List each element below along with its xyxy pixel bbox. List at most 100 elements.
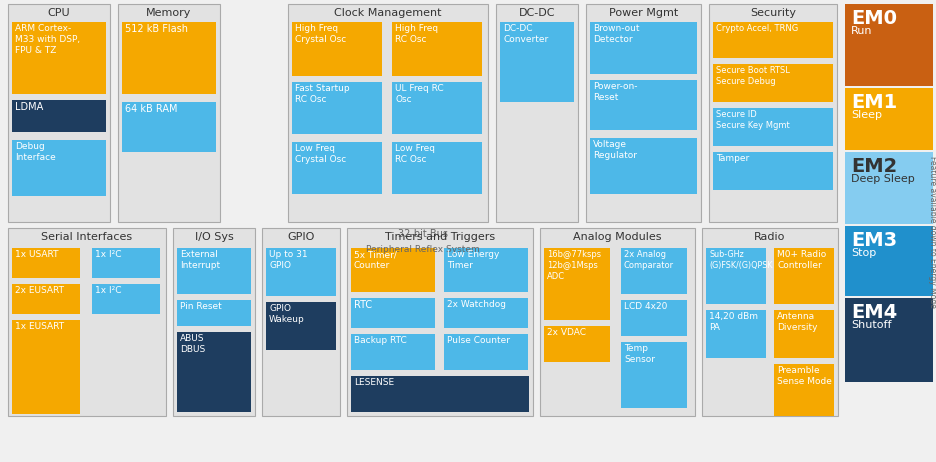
Bar (8, 4, 110, 222)
Bar (702, 228, 838, 416)
Text: Voltage
Regulator: Voltage Regulator (593, 140, 637, 160)
Bar (496, 4, 578, 222)
Text: Stop: Stop (851, 248, 876, 258)
Text: 2x EUSART: 2x EUSART (15, 286, 64, 295)
Bar (709, 4, 837, 222)
Bar (392, 22, 482, 76)
Text: Peripheral Reflex System: Peripheral Reflex System (366, 245, 480, 255)
Text: LCD 4x20: LCD 4x20 (624, 302, 667, 311)
Bar (122, 22, 216, 94)
Bar (292, 82, 382, 134)
Bar (288, 4, 488, 222)
Bar (122, 102, 216, 152)
Bar (351, 334, 435, 370)
Text: DC-DC: DC-DC (519, 8, 555, 18)
Text: Brown-out
Detector: Brown-out Detector (593, 24, 639, 44)
Text: Clock Management: Clock Management (334, 8, 442, 18)
Polygon shape (820, 243, 838, 257)
Bar (12, 100, 106, 132)
Bar (351, 248, 435, 292)
Bar (12, 140, 106, 196)
Bar (845, 226, 933, 296)
Text: 1x EUSART: 1x EUSART (15, 322, 65, 331)
Text: Antenna
Diversity: Antenna Diversity (777, 312, 817, 332)
Text: EM0: EM0 (851, 9, 897, 28)
Bar (292, 142, 382, 194)
Text: DC-DC
Converter: DC-DC Converter (503, 24, 548, 44)
Text: Secure Boot RTSL
Secure Debug: Secure Boot RTSL Secure Debug (716, 66, 790, 86)
Text: External
Interrupt: External Interrupt (180, 250, 220, 270)
Bar (713, 22, 833, 58)
Text: Analog Modules: Analog Modules (573, 232, 662, 242)
Text: Shutoff: Shutoff (851, 320, 891, 330)
Text: CPU: CPU (48, 8, 70, 18)
Text: Serial Interfaces: Serial Interfaces (41, 232, 133, 242)
Bar (444, 298, 528, 328)
Text: Up to 31
GPIO: Up to 31 GPIO (269, 250, 308, 270)
Text: ABUS
DBUS: ABUS DBUS (180, 334, 205, 354)
Bar (706, 248, 766, 304)
Text: EM2: EM2 (851, 157, 898, 176)
Text: 16b@77ksps
12b@1Msps
ADC: 16b@77ksps 12b@1Msps ADC (547, 250, 601, 281)
Bar (12, 22, 106, 94)
Text: GPIO
Wakeup: GPIO Wakeup (269, 304, 305, 324)
Bar (351, 376, 529, 412)
Bar (774, 364, 834, 416)
Text: Fast Startup
RC Osc: Fast Startup RC Osc (295, 84, 350, 104)
Text: 2x Watchdog: 2x Watchdog (447, 300, 506, 309)
Text: Backup RTC: Backup RTC (354, 336, 407, 345)
Text: 2x VDAC: 2x VDAC (547, 328, 586, 337)
Bar (26, 223, 820, 245)
Bar (351, 298, 435, 328)
Text: Memory: Memory (146, 8, 192, 18)
Text: Run: Run (851, 26, 872, 36)
Text: Sub-GHz
(G)FSK/(G)QPSK: Sub-GHz (G)FSK/(G)QPSK (709, 250, 772, 270)
Bar (12, 248, 80, 278)
Bar (586, 4, 701, 222)
Text: Deep Sleep: Deep Sleep (851, 174, 914, 184)
Bar (845, 152, 933, 224)
Text: 2x Analog
Comparator: 2x Analog Comparator (624, 250, 674, 270)
Text: LDMA: LDMA (15, 102, 43, 112)
Bar (621, 248, 687, 294)
Text: Power-on-
Reset: Power-on- Reset (593, 82, 637, 102)
Text: GPIO: GPIO (287, 232, 314, 242)
Text: 1x I²C: 1x I²C (95, 286, 122, 295)
Bar (173, 228, 255, 416)
Bar (262, 228, 340, 416)
Bar (845, 298, 933, 382)
Polygon shape (820, 223, 838, 245)
Text: Preamble
Sense Mode: Preamble Sense Mode (777, 366, 832, 386)
Bar (177, 248, 251, 294)
Text: LESENSE: LESENSE (354, 378, 394, 387)
Bar (8, 228, 166, 416)
Polygon shape (8, 243, 26, 257)
Text: Low Freq
RC Osc: Low Freq RC Osc (395, 144, 435, 164)
Bar (544, 248, 610, 320)
Bar (544, 326, 610, 362)
Bar (540, 228, 695, 416)
Bar (444, 334, 528, 370)
Bar (177, 332, 251, 412)
Text: Security: Security (750, 8, 796, 18)
Text: High Freq
Crystal Osc: High Freq Crystal Osc (295, 24, 346, 44)
Bar (347, 228, 533, 416)
Bar (845, 4, 933, 86)
Bar (845, 88, 933, 150)
Text: Pulse Counter: Pulse Counter (447, 336, 510, 345)
Bar (177, 300, 251, 326)
Bar (774, 310, 834, 358)
Text: EM1: EM1 (851, 93, 898, 112)
Bar (706, 310, 766, 358)
Text: 1x USART: 1x USART (15, 250, 58, 259)
Text: Low Energy
Timer: Low Energy Timer (447, 250, 500, 270)
Text: Tamper: Tamper (716, 154, 749, 163)
Bar (621, 342, 687, 408)
Bar (590, 80, 697, 130)
Text: 5x Timer/
Counter: 5x Timer/ Counter (354, 250, 397, 270)
Text: Feature available down to Energy Mode: Feature available down to Energy Mode (929, 156, 936, 308)
Text: Radio: Radio (754, 232, 785, 242)
Bar (713, 108, 833, 146)
Bar (12, 320, 80, 414)
Text: 64 kB RAM: 64 kB RAM (125, 104, 178, 114)
